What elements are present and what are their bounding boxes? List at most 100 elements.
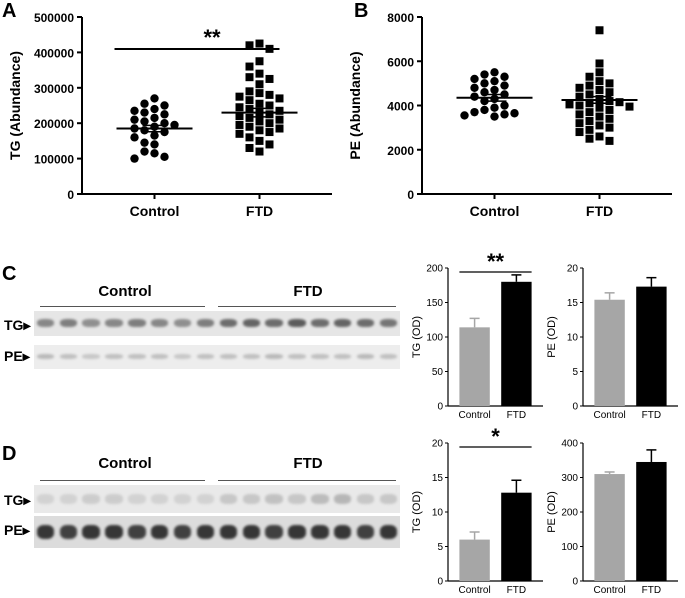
western-blot-c: Control FTD TG▸ PE▸ (0, 280, 410, 380)
b-point-ftd (585, 108, 594, 117)
d-tg-x-tick-label: FTD (507, 585, 526, 596)
d-tg-y-tick-label: 10 (432, 508, 444, 519)
c-tg-bar-ftd (501, 281, 532, 406)
c-pe-y-tick-label: 5 (572, 367, 578, 378)
a-y-tick-label: 400000 (34, 46, 74, 60)
b-point-ftd (605, 123, 614, 132)
blot-band (82, 494, 100, 504)
a-point-control (140, 147, 149, 156)
b-point-control (470, 74, 479, 84)
b-point-ftd (615, 98, 624, 107)
blot-band (36, 494, 55, 504)
b-point-control (500, 72, 509, 81)
b-point-control (480, 70, 489, 79)
b-point-ftd (585, 81, 594, 90)
a-point-ftd (255, 99, 264, 108)
b-point-control (510, 109, 519, 118)
c-pe-y-tick-label: 20 (567, 264, 579, 275)
blot-band (173, 354, 192, 359)
blot-d-row-label-pe: PE▸ (4, 522, 30, 538)
blot-band (265, 494, 283, 504)
a-x-tick-label: FTD (246, 203, 273, 219)
blot-band (105, 494, 123, 504)
a-point-ftd (255, 126, 264, 135)
b-point-ftd (585, 134, 594, 143)
blot-band (59, 354, 77, 359)
d-tg-bar-control (459, 539, 490, 581)
scatter-chart-pe-abundance: 0 2000 4000 6000 8000 PE (Abundance) Control FT… (347, 11, 672, 219)
a-y-tick-label: 500000 (34, 11, 74, 25)
a-point-ftd (265, 119, 274, 128)
b-point-ftd (605, 79, 614, 88)
d-tg-y-tick-label: 20 (432, 439, 444, 450)
blot-band (356, 525, 375, 539)
blot-c-control-bracket (40, 306, 205, 307)
blot-band (311, 319, 329, 327)
b-point-control (480, 79, 489, 88)
b-point-ftd (605, 105, 614, 114)
c-tg-y-tick-label: 100 (426, 333, 443, 344)
blot-c-ftd-bracket (218, 306, 396, 307)
c-pe-x-tick-label: FTD (642, 410, 661, 421)
blot-band (82, 354, 100, 359)
a-point-control (150, 104, 159, 114)
blot-band (196, 354, 215, 359)
blot-band (173, 319, 192, 327)
a-point-ftd (235, 103, 244, 112)
d-pe-y-tick-label: 100 (561, 542, 578, 553)
c-pe-bar-ftd (636, 286, 667, 406)
b-point-ftd (595, 112, 604, 121)
c-pe-y-tick-label: 15 (567, 298, 579, 309)
a-y-tick-label: 200000 (34, 117, 74, 131)
blot-band (311, 525, 329, 539)
b-point-control (470, 107, 479, 117)
blot-band (196, 525, 215, 539)
blot-band (288, 494, 306, 504)
blot-band (242, 525, 260, 539)
b-point-ftd (585, 72, 594, 81)
b-point-ftd (595, 86, 604, 95)
b-point-ftd (585, 125, 594, 134)
a-point-control (140, 108, 149, 117)
b-point-ftd (595, 103, 604, 112)
a-point-control (130, 115, 139, 124)
blot-band (356, 319, 375, 327)
blot-band (311, 354, 329, 359)
blot-band (334, 494, 352, 504)
d-tg-bar-ftd (501, 492, 532, 581)
blot-band (173, 525, 192, 539)
bar-chart-c-pe-od: 0 5 10 15 20 PE (OD) Control FTD (546, 264, 678, 421)
bar-chart-d-tg-od: 0 5 10 15 20 TG (OD) Control FTD * (411, 424, 543, 596)
b-point-control (490, 85, 499, 95)
a-point-ftd (245, 87, 254, 96)
a-point-ftd (245, 41, 254, 50)
panel-letter-a: A (2, 0, 17, 22)
blot-band (196, 494, 215, 504)
b-point-ftd (575, 92, 584, 101)
blot-band (151, 319, 169, 327)
a-point-ftd (275, 124, 284, 133)
b-point-ftd (565, 100, 574, 109)
c-pe-y-axis-label: PE (OD) (546, 316, 558, 358)
c-tg-y-axis-label: TG (OD) (411, 316, 423, 358)
d-tg-y-tick-label: 0 (437, 577, 443, 588)
blot-c-row-label-pe: PE▸ (4, 348, 30, 364)
b-point-ftd (605, 97, 614, 106)
blot-d-pe-strip (34, 516, 400, 548)
b-point-control (490, 103, 499, 112)
blot-d-group-label-control: Control (98, 455, 152, 472)
blot-band (82, 525, 100, 539)
blot-band (242, 494, 260, 504)
blot-band (59, 494, 77, 504)
blot-band (379, 494, 398, 504)
blot-band (128, 525, 146, 539)
a-y-tick-label: 100000 (34, 153, 74, 167)
d-pe-x-tick-label: FTD (642, 585, 661, 596)
a-point-ftd (265, 140, 274, 149)
b-y-tick-label: 8000 (387, 11, 414, 25)
d-pe-x-tick-label: Control (593, 585, 625, 596)
blot-band (36, 525, 55, 539)
a-significance-label: ** (203, 25, 221, 50)
blot-band (219, 319, 238, 327)
a-point-ftd (245, 133, 254, 142)
